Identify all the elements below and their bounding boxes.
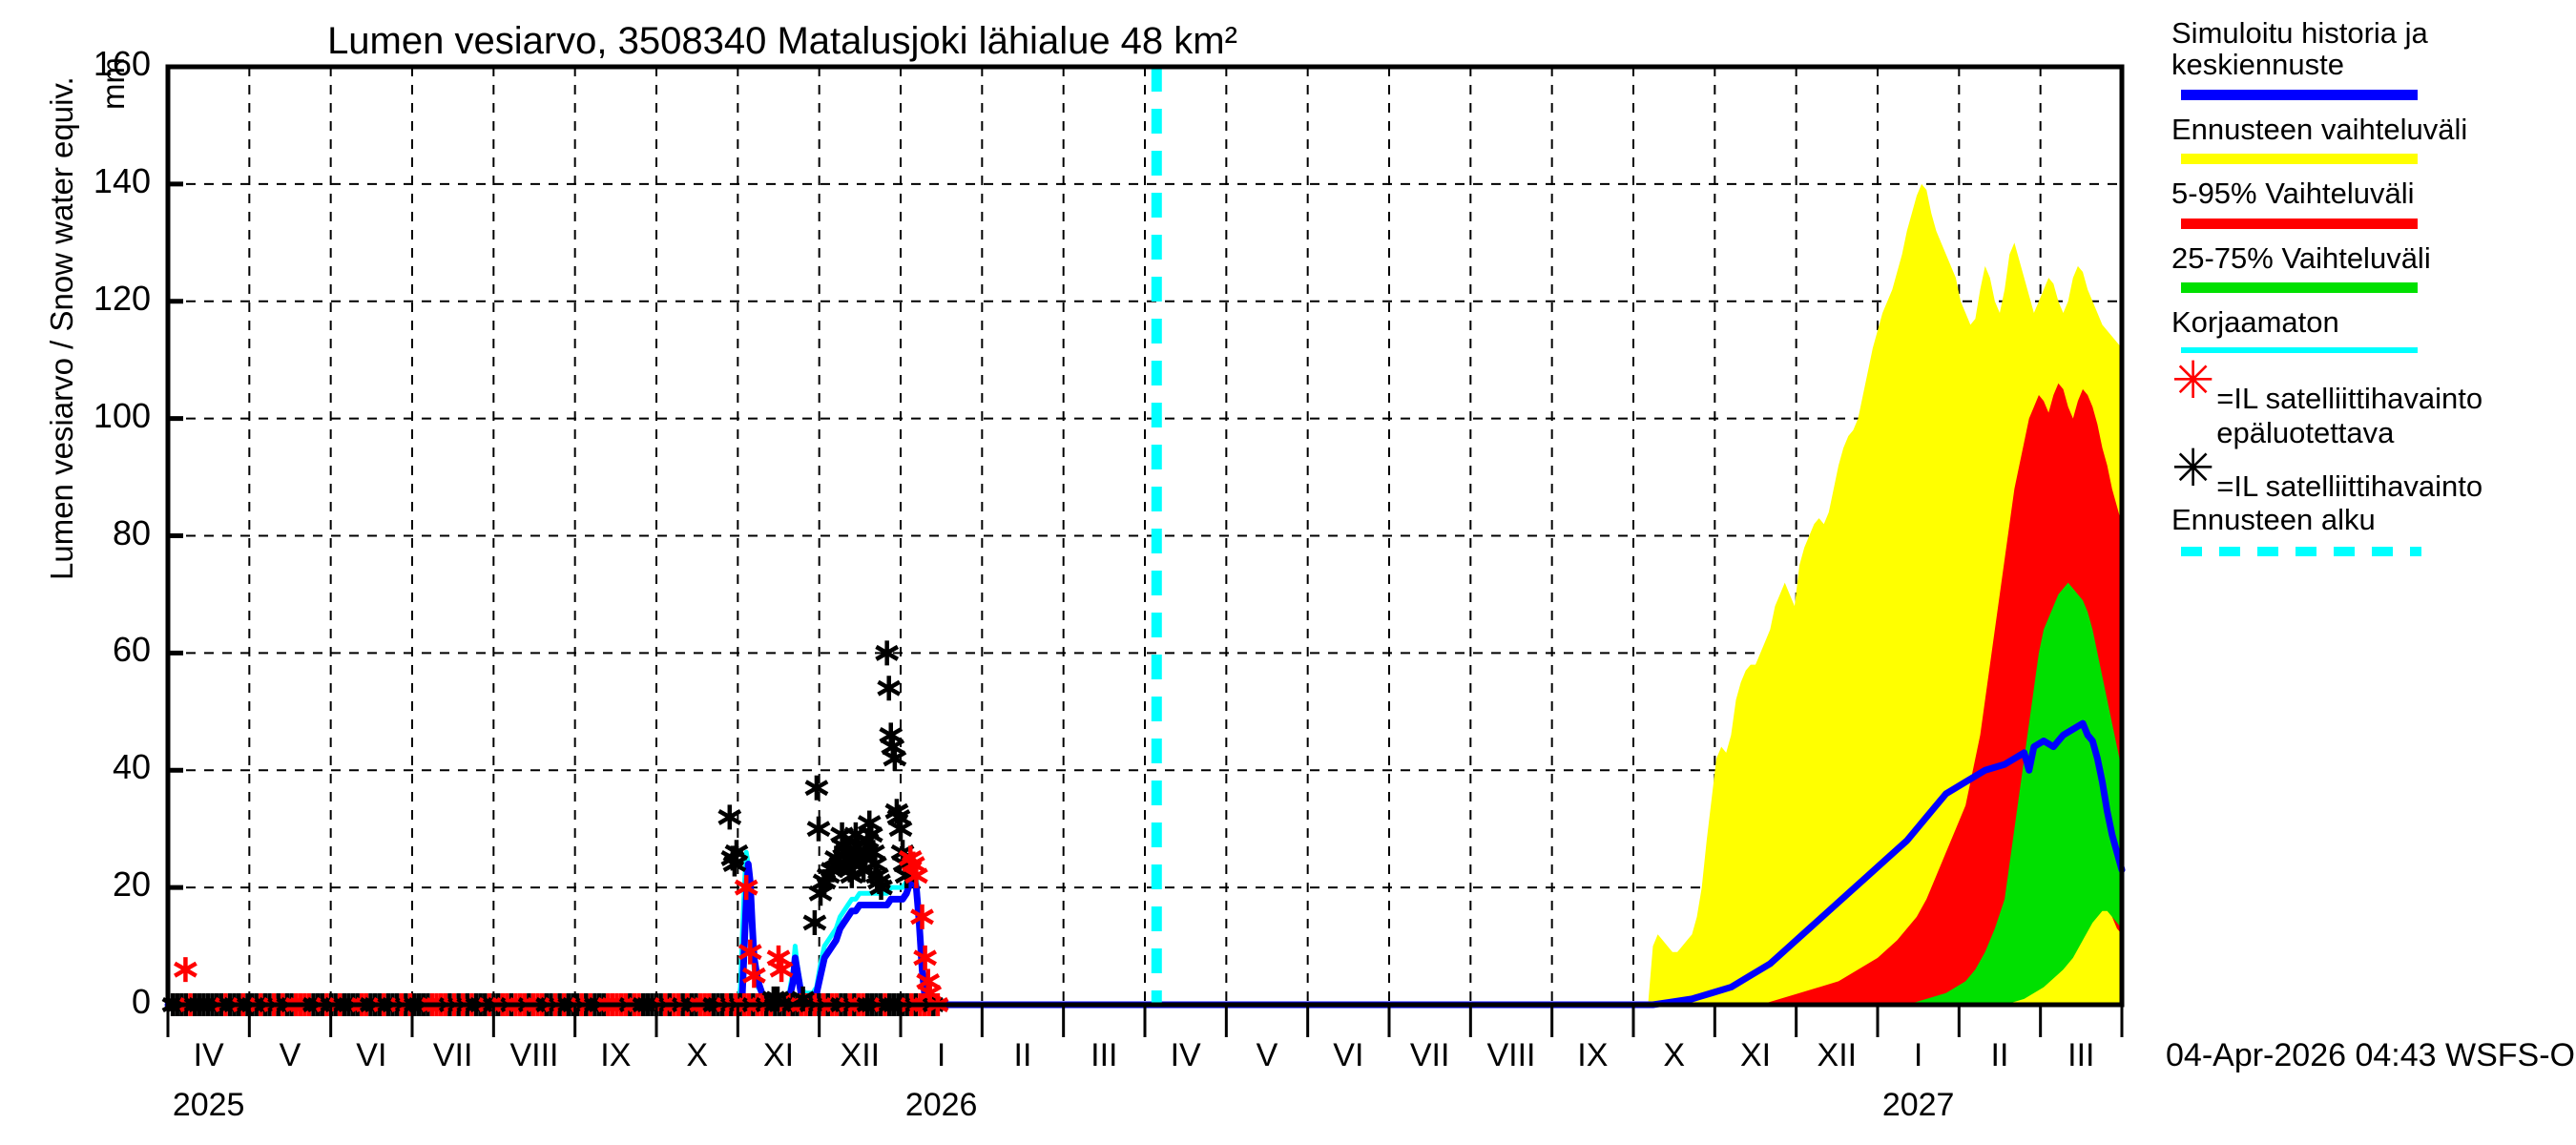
x-tick-label: IX: [572, 1037, 658, 1074]
x-tick-label: X: [654, 1037, 740, 1074]
y-tick-label: 140: [15, 161, 151, 201]
x-tick-label: IX: [1549, 1037, 1635, 1074]
legend-swatch: [2181, 154, 2418, 164]
satellite-observation-unreliable-marker: [911, 905, 933, 929]
satellite-observation-marker: [808, 817, 830, 842]
satellite-observation-marker: [806, 776, 828, 801]
legend-item-label: Ennusteen alku: [2171, 504, 2572, 535]
x-tick-label: XI: [1713, 1037, 1798, 1074]
legend-item-label: 5-95% Vaihteluväli: [2171, 177, 2572, 209]
x-tick-label: IV: [166, 1037, 252, 1074]
legend-item-label: Ennusteen vaihteluväli: [2171, 114, 2572, 145]
x-axis-year-label: 2027: [1842, 1087, 1995, 1124]
legend-item-label: 25-75% Vaihteluväli: [2171, 242, 2572, 274]
y-tick-label: 40: [15, 747, 151, 787]
legend-item: ✳ =IL satelliittihavainto epäluotettava: [2171, 366, 2572, 450]
x-tick-label: VII: [410, 1037, 496, 1074]
y-tick-label: 160: [15, 44, 151, 84]
x-tick-label: VIII: [491, 1037, 577, 1074]
x-tick-label: XII: [817, 1037, 903, 1074]
x-tick-label: I: [1876, 1037, 1962, 1074]
y-tick-label: 100: [15, 396, 151, 436]
x-tick-label: XII: [1794, 1037, 1880, 1074]
x-axis-year-label: 2026: [865, 1087, 1018, 1124]
x-tick-label: V: [247, 1037, 333, 1074]
x-tick-label: VII: [1387, 1037, 1473, 1074]
satellite-observation-marker: [878, 676, 900, 700]
x-tick-label: II: [980, 1037, 1066, 1074]
legend-swatch: [2181, 90, 2418, 100]
x-tick-label: VI: [328, 1037, 414, 1074]
x-tick-label: VI: [1305, 1037, 1391, 1074]
satellite-observation-marker: [804, 910, 826, 935]
y-tick-label: 80: [15, 513, 151, 553]
x-tick-label: IV: [1143, 1037, 1229, 1074]
satellite-star-icon: ✳: [2171, 366, 2214, 395]
legend-swatch: [2181, 282, 2418, 293]
satellite-observation-unreliable-marker: [175, 957, 197, 982]
y-tick-label: 0: [15, 982, 151, 1022]
x-tick-label: V: [1224, 1037, 1310, 1074]
x-tick-label: III: [2038, 1037, 2124, 1074]
x-tick-label: III: [1061, 1037, 1147, 1074]
x-axis-year-label: 2025: [133, 1087, 285, 1124]
chart-legend: Simuloitu historia ja keskiennuste Ennuste…: [2171, 17, 2572, 556]
x-tick-label: II: [1957, 1037, 2043, 1074]
x-tick-label: VIII: [1468, 1037, 1554, 1074]
y-tick-label: 120: [15, 279, 151, 319]
x-tick-label: I: [899, 1037, 985, 1074]
y-tick-label: 60: [15, 630, 151, 670]
satellite-star-icon: ✳: [2171, 454, 2214, 483]
chart-footer-timestamp: 04-Apr-2026 04:43 WSFS-O: [2166, 1037, 2575, 1074]
legend-item: ✳ =IL satelliittihavainto: [2171, 454, 2572, 504]
y-tick-label: 20: [15, 864, 151, 905]
legend-swatch-dashed: [2181, 547, 2421, 556]
x-tick-label: XI: [736, 1037, 821, 1074]
x-tick-label: X: [1631, 1037, 1717, 1074]
legend-item-label: Simuloitu historia ja keskiennuste: [2171, 17, 2572, 81]
legend-item-label: Korjaamaton: [2171, 306, 2572, 338]
legend-swatch: [2181, 347, 2418, 353]
legend-swatch: [2181, 219, 2418, 229]
legend-item-label: =IL satelliittihavainto epäluotettava: [2216, 366, 2483, 450]
legend-item-label: =IL satelliittihavainto: [2216, 454, 2483, 504]
